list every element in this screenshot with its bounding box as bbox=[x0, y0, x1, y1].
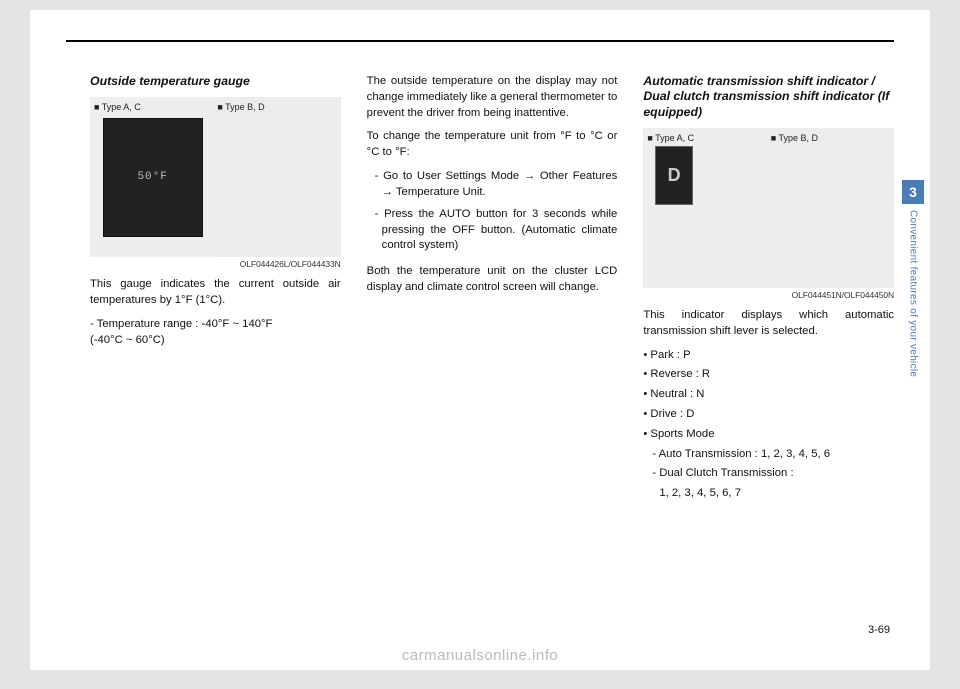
display-temp: 50°F bbox=[103, 118, 203, 236]
top-rule bbox=[66, 40, 894, 42]
chapter-label: Convenient features of your vehicle bbox=[908, 210, 919, 377]
s-dual: - Dual Clutch Transmission : bbox=[643, 466, 894, 482]
b-sports: • Sports Mode bbox=[643, 427, 894, 443]
column-1: Outside temperature gauge ■ Type A, C 50… bbox=[90, 74, 341, 506]
column-3: Automatic transmission shift indicator /… bbox=[643, 74, 894, 506]
watermark: carmanualsonline.info bbox=[30, 647, 930, 664]
col2-p2: To change the temperature unit from °F t… bbox=[367, 129, 618, 161]
col1-heading: Outside temperature gauge bbox=[90, 74, 341, 89]
col2-li1: - Go to User Settings Mode → Other Featu… bbox=[375, 169, 618, 201]
display-gear: D bbox=[655, 146, 693, 205]
chapter-number: 3 bbox=[902, 180, 924, 204]
col1-range-sub: (-40°C ~ 60°C) bbox=[90, 333, 341, 349]
col2-li2: - Press the AUTO button for 3 seconds wh… bbox=[375, 207, 618, 254]
content-columns: Outside temperature gauge ■ Type A, C 50… bbox=[90, 50, 894, 506]
figure-code-2: OLF044451N/OLF044450N bbox=[643, 290, 894, 302]
figure-shift-indicator: ■ Type A, C D ■ Type B, D bbox=[643, 128, 894, 288]
col1-p1: This gauge indicates the current outside… bbox=[90, 277, 341, 309]
side-tab: 3 Convenient features of your vehicle bbox=[902, 180, 924, 377]
b-reverse: • Reverse : R bbox=[643, 367, 894, 383]
col3-heading: Automatic transmission shift indicator /… bbox=[643, 74, 894, 120]
s-auto: - Auto Transmission : 1, 2, 3, 4, 5, 6 bbox=[643, 447, 894, 463]
type-label-a2: ■ Type A, C bbox=[647, 132, 694, 145]
col2-p3: Both the temperature unit on the cluster… bbox=[367, 264, 618, 296]
figure-left-half: ■ Type A, C 50°F bbox=[90, 97, 215, 257]
figure3-right: ■ Type B, D bbox=[769, 128, 894, 288]
gear-letter: D bbox=[668, 163, 681, 188]
col1-range: - Temperature range : -40°F ~ 140°F bbox=[90, 317, 341, 333]
b-drive: • Drive : D bbox=[643, 407, 894, 423]
figure-code-1: OLF044426L/OLF044433N bbox=[90, 259, 341, 271]
temp-readout: 50°F bbox=[137, 170, 167, 185]
col2-p1: The outside temperature on the display m… bbox=[367, 74, 618, 121]
column-2: The outside temperature on the display m… bbox=[367, 74, 618, 506]
figure-temp-gauge: ■ Type A, C 50°F ■ Type B, D bbox=[90, 97, 341, 257]
type-label-b: ■ Type B, D bbox=[217, 101, 264, 114]
col3-bullets: • Park : P • Reverse : R • Neutral : N •… bbox=[643, 348, 894, 503]
manual-page: Outside temperature gauge ■ Type A, C 50… bbox=[30, 10, 930, 670]
type-label-a: ■ Type A, C bbox=[94, 101, 141, 114]
b-neutral: • Neutral : N bbox=[643, 387, 894, 403]
col3-p1: This indicator displays which automatic … bbox=[643, 308, 894, 340]
s-dual-nums: 1, 2, 3, 4, 5, 6, 7 bbox=[643, 486, 894, 502]
figure3-left: ■ Type A, C D bbox=[643, 128, 768, 288]
type-label-b2: ■ Type B, D bbox=[771, 132, 818, 145]
page-number: 3-69 bbox=[868, 624, 890, 636]
col2-list: - Go to User Settings Mode → Other Featu… bbox=[367, 169, 618, 254]
b-park: • Park : P bbox=[643, 348, 894, 364]
figure-right-half: ■ Type B, D bbox=[215, 97, 340, 257]
